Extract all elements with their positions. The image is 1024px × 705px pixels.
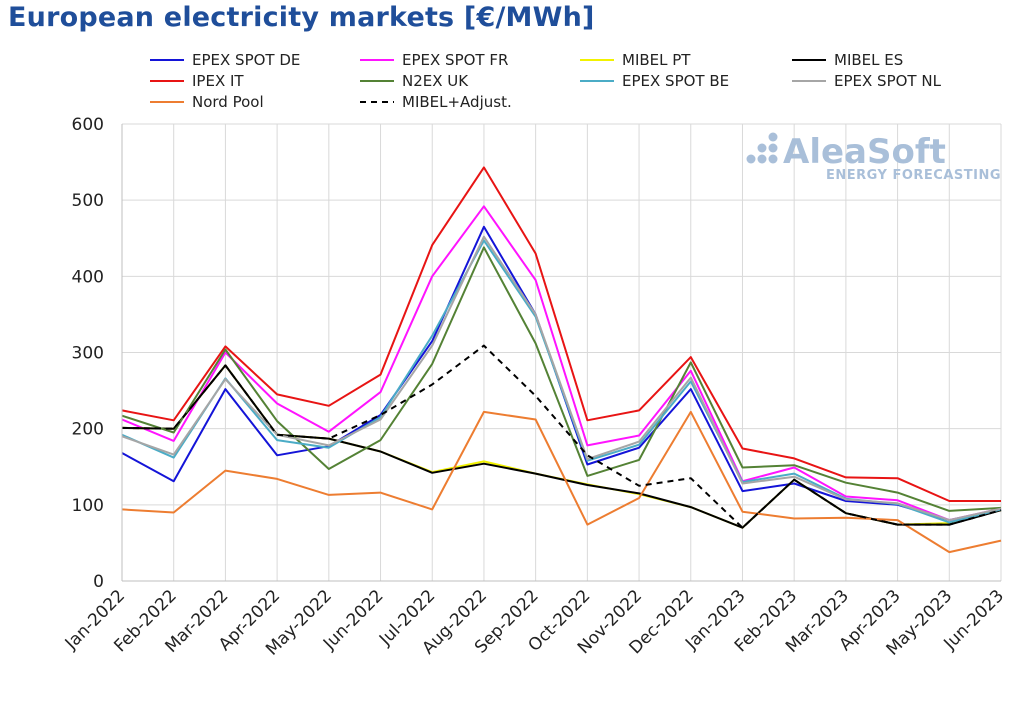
chart-title: European electricity markets [€/MWh] <box>8 2 595 33</box>
logo-name: AleaSoft <box>783 132 946 172</box>
aleasoft-logo: AleaSoft ENERGY FORECASTING <box>746 132 1001 183</box>
legend-label-nord-pool: Nord Pool <box>192 93 264 111</box>
legend-label-mibel-pt: MIBEL PT <box>622 51 691 69</box>
legend-label-epex-spot-fr: EPEX SPOT FR <box>402 51 508 69</box>
y-tick-label: 0 <box>93 572 104 592</box>
series-line-epex-spot-fr <box>121 205 1002 522</box>
legend: EPEX SPOT DE EPEX SPOT FR MIBEL PT MIBEL ES… <box>150 51 942 111</box>
logo-tagline: ENERGY FORECASTING <box>826 168 1001 183</box>
grid <box>121 123 1002 582</box>
y-tick-label: 200 <box>72 420 104 440</box>
legend-label-epex-spot-de: EPEX SPOT DE <box>192 51 300 69</box>
legend-label-mibel-adjust: MIBEL+Adjust. <box>402 93 512 111</box>
legend-label-epex-spot-nl: EPEX SPOT NL <box>834 72 942 90</box>
legend-label-epex-spot-be: EPEX SPOT BE <box>622 72 729 90</box>
y-tick-label: 300 <box>72 344 104 364</box>
y-tick-label: 400 <box>72 267 104 287</box>
legend-label-ipex-it: IPEX IT <box>192 72 244 90</box>
series-line-nord-pool <box>121 410 1002 554</box>
series-lines <box>121 166 1002 554</box>
y-tick-label: 600 <box>72 115 104 135</box>
series-line-epex-spot-nl <box>121 235 1002 522</box>
legend-label-n2ex-uk: N2EX UK <box>402 72 469 90</box>
series-line-mibel-adjust <box>121 344 1002 529</box>
y-tick-label: 500 <box>72 191 104 211</box>
series-line-n2ex-uk <box>121 246 1002 512</box>
legend-label-mibel-es: MIBEL ES <box>834 51 903 69</box>
y-tick-label: 100 <box>72 496 104 516</box>
logo-dots-icon <box>746 132 778 164</box>
series-line-ipex-it <box>121 166 1001 502</box>
